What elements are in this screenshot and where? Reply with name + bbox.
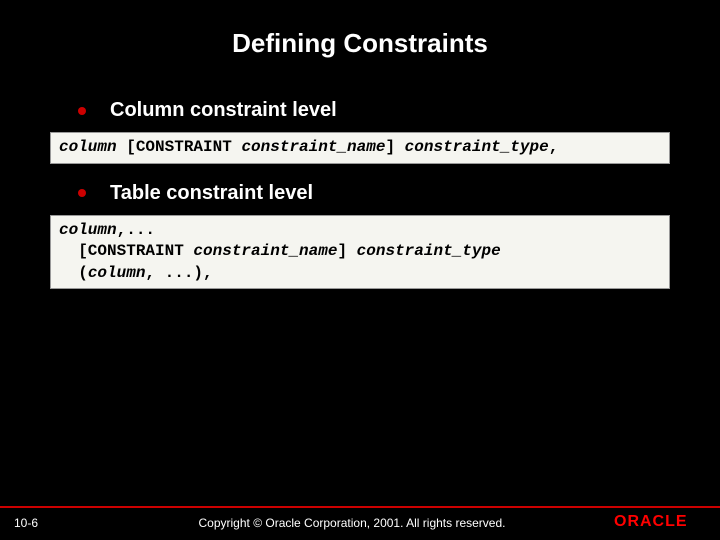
code-box-column-level: column [CONSTRAINT constraint_name] cons… (50, 132, 670, 164)
code-seg: column (88, 264, 146, 282)
code-box-table-level: column,... [CONSTRAINT constraint_name] … (50, 215, 670, 290)
code-seg: ] (337, 242, 356, 260)
bullet-text-1: Column constraint level (110, 99, 337, 122)
code-seg: column (59, 138, 117, 156)
oracle-logo: ORACLE (610, 512, 706, 535)
slide-number: 10-6 (14, 516, 94, 530)
slide-title: Defining Constraints (0, 0, 720, 99)
code-seg: [CONSTRAINT (59, 242, 193, 260)
bullet-dot-icon (78, 189, 86, 197)
code-seg: ] (385, 138, 404, 156)
copyright-text: Copyright © Oracle Corporation, 2001. Al… (94, 516, 610, 530)
code-seg: ( (59, 264, 88, 282)
code-seg: , (549, 138, 559, 156)
bullet-item-2: Table constraint level (50, 182, 670, 205)
code-seg: [CONSTRAINT (117, 138, 242, 156)
oracle-logo-text: ORACLE (614, 513, 688, 530)
code-seg: ,... (117, 221, 155, 239)
code-seg: column (59, 221, 117, 239)
code-seg: , ...), (145, 264, 212, 282)
bullet-text-2: Table constraint level (110, 182, 313, 205)
code-seg: constraint_name (193, 242, 337, 260)
bullet-dot-icon (78, 107, 86, 115)
content-area: Column constraint level column [CONSTRAI… (0, 99, 720, 289)
code-seg: constraint_name (241, 138, 385, 156)
bullet-item-1: Column constraint level (50, 99, 670, 122)
footer: 10-6 Copyright © Oracle Corporation, 200… (0, 506, 720, 540)
code-seg: constraint_type (357, 242, 501, 260)
code-seg: constraint_type (405, 138, 549, 156)
